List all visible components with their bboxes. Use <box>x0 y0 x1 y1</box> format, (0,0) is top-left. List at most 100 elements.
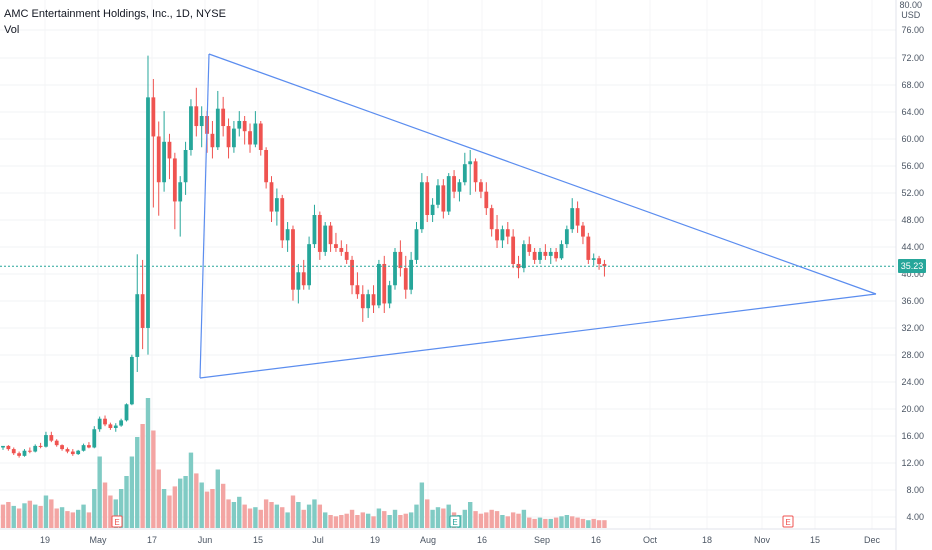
volume-bar <box>59 507 65 528</box>
volume-bar <box>151 430 156 528</box>
volume-bar <box>333 516 339 528</box>
volume-bar <box>38 505 43 528</box>
y-tick-label: 44.00 <box>901 242 924 252</box>
volume-bar <box>489 509 494 528</box>
candle <box>521 240 526 273</box>
candle <box>371 285 376 314</box>
x-tick-label: 16 <box>477 535 487 545</box>
candle <box>360 285 365 322</box>
volume-bar <box>312 499 317 528</box>
volume-bar <box>516 513 521 528</box>
volume-bar <box>478 513 484 528</box>
candle <box>189 99 193 156</box>
candle <box>484 182 489 215</box>
volume-bar <box>537 517 543 528</box>
candle-body <box>377 263 381 306</box>
candle-body <box>226 126 231 148</box>
volume-bar <box>323 512 328 528</box>
candle-body <box>334 244 338 249</box>
candle-body <box>479 182 483 192</box>
time-axis: 19 May 17 Jun 15 Jul 19 Aug 16 Sep 16 Oct 18 Nov 15 Dec <box>40 535 881 545</box>
candle <box>462 152 467 186</box>
candle-body <box>425 182 430 215</box>
candle-body <box>280 198 285 241</box>
volume-bar <box>408 512 414 528</box>
candle-body <box>1 445 5 448</box>
candle-body <box>38 445 43 447</box>
candle <box>178 176 183 237</box>
earnings-marker: E <box>782 515 794 528</box>
candle-body <box>489 208 494 230</box>
volume-bar <box>129 456 135 528</box>
volume-bar <box>75 509 81 528</box>
volume-bar <box>575 517 580 528</box>
candle <box>11 447 16 455</box>
candle-body <box>473 161 478 183</box>
volume-bar <box>135 437 140 528</box>
candle <box>591 253 596 266</box>
x-tick-label: 19 <box>370 535 380 545</box>
candle <box>269 176 274 223</box>
volume-bar <box>467 502 473 528</box>
volume-bar <box>140 424 145 528</box>
volume-bar <box>317 504 323 528</box>
candle <box>17 451 22 458</box>
candle-body <box>119 420 124 426</box>
volume-bar <box>355 515 360 528</box>
volume-bar <box>462 509 468 528</box>
volume-bar <box>435 507 441 528</box>
currency-unit: USD <box>901 10 921 20</box>
candle <box>468 150 473 195</box>
candle-body <box>511 236 516 264</box>
candle-body <box>441 185 446 212</box>
candle <box>156 121 161 216</box>
x-tick-label: 18 <box>702 535 712 545</box>
candle-body <box>242 120 247 132</box>
candle-body <box>44 435 48 447</box>
candle <box>54 439 59 447</box>
earnings-marker-box <box>449 515 461 528</box>
volume-bar <box>108 495 113 528</box>
candle <box>500 225 505 249</box>
candle-body <box>452 176 456 192</box>
candle-body <box>543 251 548 256</box>
volume-bar <box>81 504 86 528</box>
volume-bar <box>242 504 247 528</box>
candle <box>441 179 446 219</box>
candle <box>27 447 32 454</box>
volume-bar <box>543 518 548 528</box>
y-tick-label: 32.00 <box>901 323 924 333</box>
candle <box>87 442 91 449</box>
candle-body <box>521 244 526 269</box>
candle-body <box>382 263 387 304</box>
volume-bar <box>70 512 76 528</box>
candle-body <box>538 251 542 260</box>
volume-bar <box>167 495 172 528</box>
volume-bar <box>484 512 489 528</box>
candle <box>70 449 75 456</box>
candle-body <box>339 248 344 252</box>
candle-body <box>189 106 193 151</box>
volume-label: Vol <box>4 24 20 36</box>
volume-bar <box>586 520 591 528</box>
volume-bar <box>113 499 118 528</box>
candle-body <box>167 141 172 159</box>
candle <box>237 111 242 137</box>
volume-bar <box>220 483 226 528</box>
candle-body <box>296 272 301 290</box>
candle-body <box>215 108 220 148</box>
chart-legend: AMC Entertainment Holdings, Inc., 1D, NY… <box>4 6 226 38</box>
candle <box>317 211 322 260</box>
candle-body <box>140 294 145 328</box>
candle-body <box>575 208 580 226</box>
volume-bar <box>0 504 6 528</box>
volume-bar <box>280 507 285 528</box>
candle <box>554 248 559 262</box>
candle <box>167 133 172 180</box>
candle-body <box>237 120 242 129</box>
y-tick-label: 60.00 <box>901 134 924 144</box>
candle-body <box>156 136 161 183</box>
volume-bar <box>269 502 274 528</box>
